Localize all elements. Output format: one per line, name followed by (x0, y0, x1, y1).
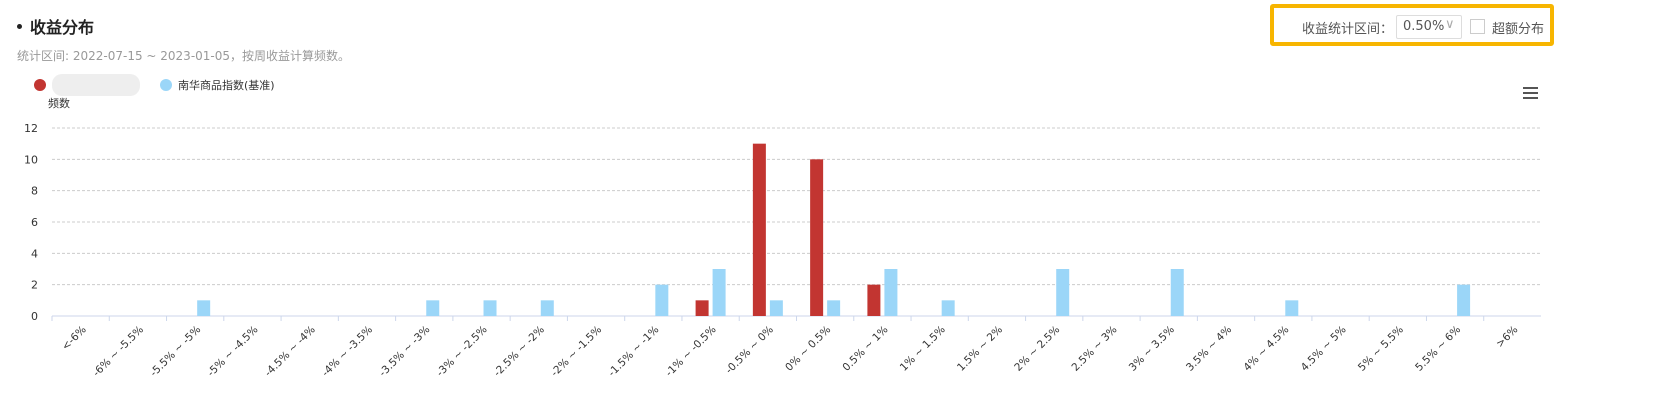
bar (695, 300, 709, 316)
bar (867, 284, 881, 316)
header: 收益分布 统计区间: 2022-07-15 ~ 2023-01-05，按周收益计… (0, 0, 1658, 70)
y-axis-label: 频数 (48, 96, 70, 110)
x-tick-label: 5% ~ 5.5% (1356, 324, 1406, 374)
controls: 收益统计区间： 0.50% ∨ 超额分布 (1270, 4, 1554, 46)
x-tick-label: -0.5% ~ 0% (723, 324, 776, 377)
interval-label: 收益统计区间： (1302, 22, 1394, 37)
x-tick-label: 0% ~ 0.5% (783, 324, 833, 374)
legend-label: 南华商品指数(基准) (178, 78, 275, 92)
bar (1170, 269, 1184, 316)
y-tick-label: 0 (31, 310, 38, 323)
bar (483, 300, 497, 316)
legend-blurred-name (52, 74, 140, 96)
x-tick-label: -4% ~ -3.5% (320, 324, 375, 379)
x-tick-label: 4.5% ~ 5% (1299, 324, 1349, 374)
legend-swatch (160, 79, 172, 91)
bar (1056, 269, 1070, 316)
x-tick-label: 2.5% ~ 3% (1070, 324, 1120, 374)
bar (540, 300, 554, 316)
bar (827, 300, 841, 316)
y-tick-label: 6 (31, 216, 38, 229)
x-tick-label: -3% ~ -2.5% (434, 324, 489, 379)
x-tick-label: -3.5% ~ -3% (377, 324, 432, 379)
bar (884, 269, 898, 316)
title: 收益分布 (30, 18, 95, 37)
bar (426, 300, 440, 316)
x-tick-label: 5.5% ~ 6% (1413, 324, 1463, 374)
x-tick-label: -5% ~ -4.5% (205, 324, 260, 379)
y-tick-label: 4 (31, 247, 38, 260)
bar (197, 300, 211, 316)
x-tick-label: 3.5% ~ 4% (1184, 324, 1234, 374)
x-tick-label: -2% ~ -1.5% (549, 324, 604, 379)
bar (810, 159, 824, 316)
interval-select[interactable]: 0.50% ∨ (1396, 15, 1462, 39)
x-tick-label: 0.5% ~ 1% (840, 324, 890, 374)
subtitle: 统计区间: 2022-07-15 ~ 2023-01-05，按周收益计算频数。 (17, 49, 351, 63)
x-tick-label: 3% ~ 3.5% (1127, 324, 1177, 374)
x-tick-label: 4% ~ 4.5% (1241, 324, 1291, 374)
y-tick-label: 2 (31, 279, 38, 292)
excess-label: 超额分布 (1492, 22, 1545, 37)
excess-checkbox[interactable] (1470, 19, 1485, 34)
x-tick-label: -4.5% ~ -4% (262, 324, 317, 379)
x-tick-label: -2.5% ~ -2% (491, 324, 546, 379)
bar (1457, 284, 1471, 316)
x-tick-label: 1.5% ~ 2% (955, 324, 1005, 374)
y-tick-label: 8 (31, 185, 38, 198)
x-tick-label: -6% ~ -5.5% (91, 324, 146, 379)
bar (1285, 300, 1299, 316)
y-tick-label: 12 (24, 122, 38, 135)
x-tick-label: <-6% (60, 324, 89, 353)
menu-icon[interactable] (1523, 87, 1538, 99)
bar (712, 269, 726, 316)
interval-value: 0.50% (1403, 19, 1445, 34)
x-tick-label: -1.5% ~ -1% (606, 324, 661, 379)
bar (752, 143, 766, 316)
bar (655, 284, 669, 316)
bar (941, 300, 955, 316)
legend-swatch (34, 79, 46, 91)
x-tick-label: -5.5% ~ -5% (148, 324, 203, 379)
x-tick-label: -1% ~ -0.5% (663, 324, 718, 379)
x-tick-label: 1% ~ 1.5% (898, 324, 948, 374)
x-tick-label: >6% (1494, 324, 1521, 351)
arrow: ∨ (1445, 17, 1455, 32)
y-tick-label: 10 (24, 153, 38, 166)
x-tick-label: 2% ~ 2.5% (1012, 324, 1062, 374)
bar (769, 300, 783, 316)
bullet (17, 24, 22, 29)
